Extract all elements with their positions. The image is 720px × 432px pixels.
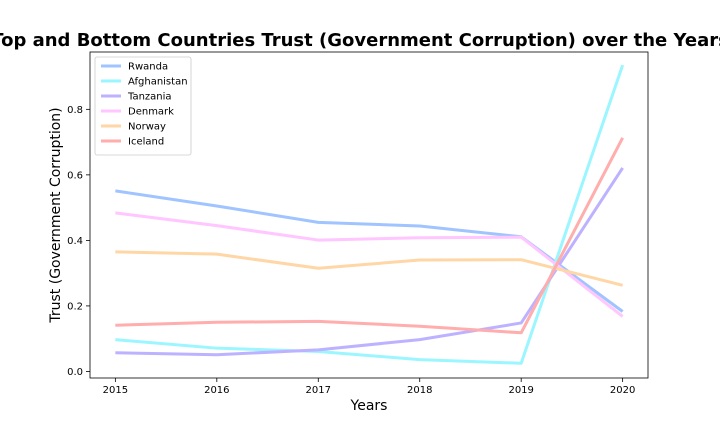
- legend-label-norway: Norway: [128, 122, 166, 133]
- x-tick-label: 2015: [103, 385, 128, 396]
- series-line-norway: [115, 250, 624, 287]
- y-tick-label: 0.6: [67, 170, 83, 181]
- chart-title: Top and Bottom Countries Trust (Governme…: [0, 30, 720, 51]
- x-tick-label: 2019: [508, 385, 533, 396]
- y-tick-label: 0.2: [67, 301, 83, 312]
- x-tick-label: 2016: [204, 385, 229, 396]
- series-line-afghanistan: [115, 64, 625, 365]
- legend-label-iceland: Iceland: [128, 137, 164, 148]
- y-tick-label: 0.0: [67, 367, 83, 378]
- x-axis-label: Years: [350, 398, 388, 414]
- x-tick-label: 2020: [610, 385, 635, 396]
- series-line-denmark: [115, 211, 624, 318]
- legend: Rwanda Afghanistan Tanzania Denmark Norway Ic…: [94, 56, 192, 156]
- series-line-tanzania: [115, 167, 624, 357]
- x-tick-label: 2018: [407, 385, 432, 396]
- y-tick-label: 0.4: [67, 236, 83, 247]
- plot-area: 2015 2016 2017 2018 2019 2020 0.0 0.2 0.4 0.6 0.8: [67, 51, 649, 396]
- plot-frame: [89, 51, 649, 379]
- legend-label-afghanistan: Afghanistan: [128, 77, 188, 88]
- y-tick-label: 0.8: [67, 105, 83, 116]
- x-tick-label: 2017: [306, 385, 331, 396]
- legend-label-rwanda: Rwanda: [128, 62, 168, 73]
- series-line-rwanda: [115, 189, 624, 313]
- legend-label-tanzania: Tanzania: [127, 92, 172, 103]
- series-line-iceland: [115, 137, 624, 335]
- legend-label-denmark: Denmark: [128, 107, 174, 118]
- y-axis-label: Trust (Government Corruption): [48, 107, 64, 323]
